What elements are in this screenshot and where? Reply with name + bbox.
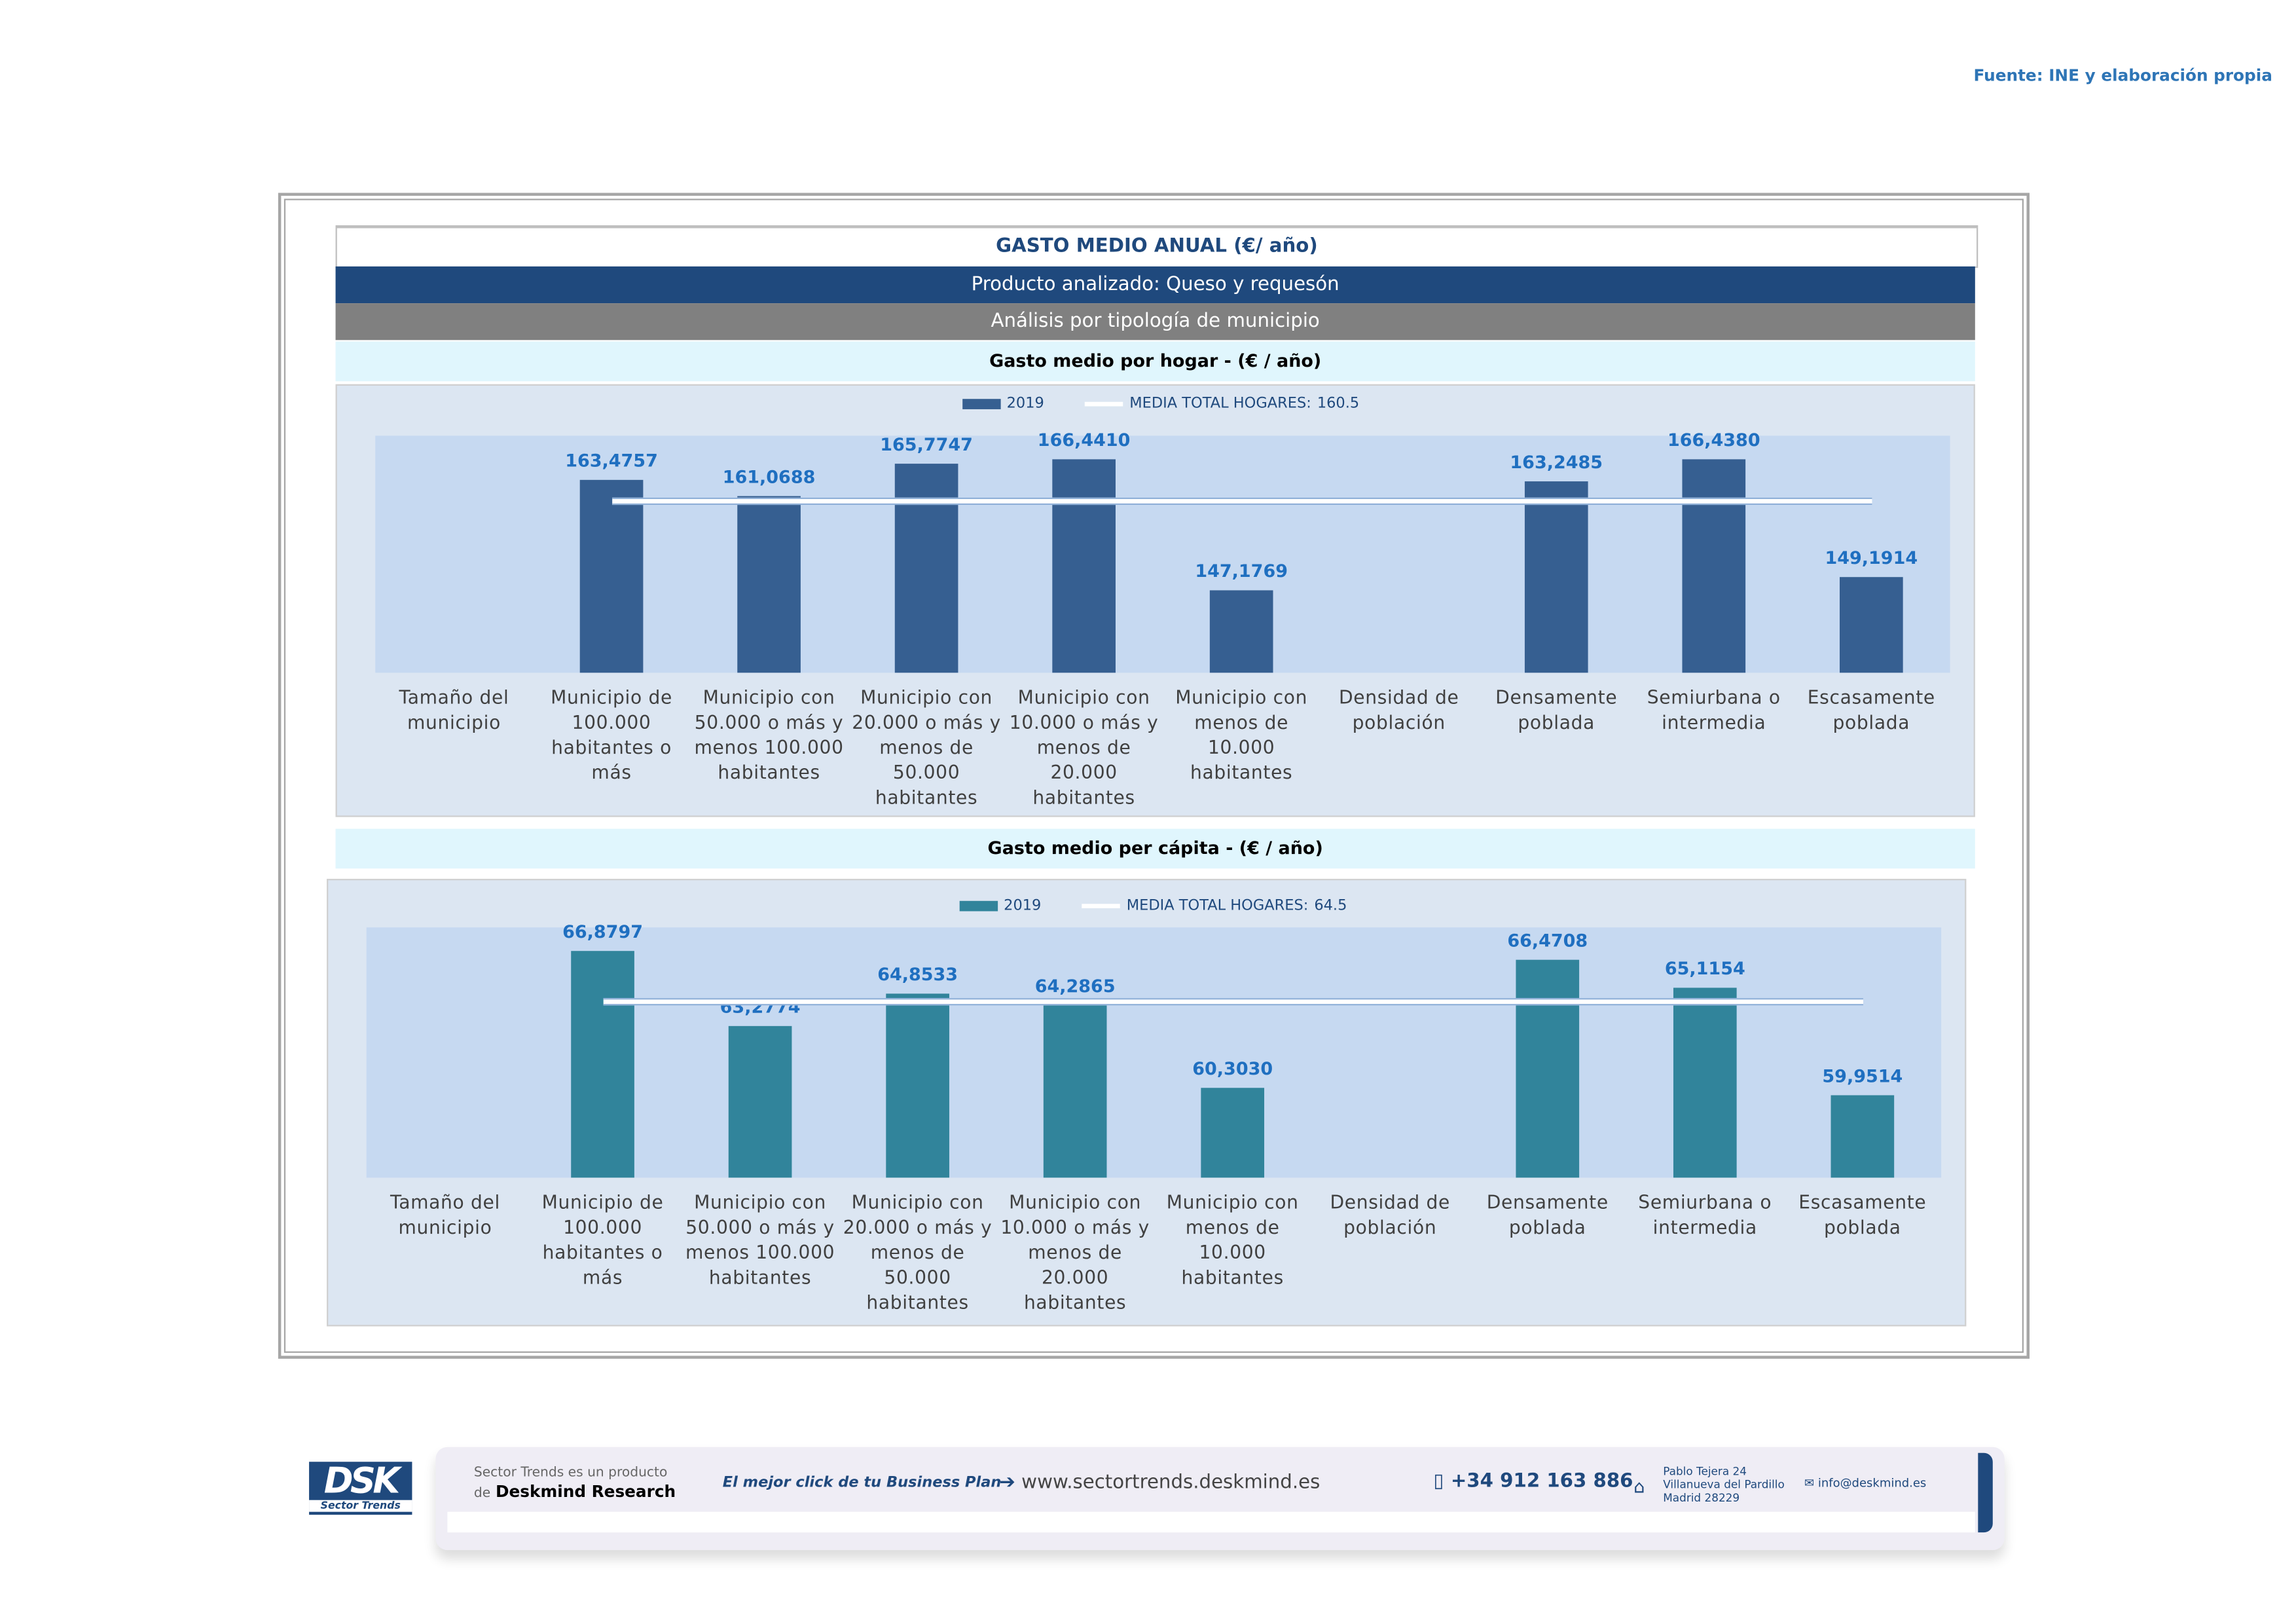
bar [1052,460,1116,673]
bar [894,464,958,673]
category-label: Municipio con menos de 10.000 habitantes [1166,1190,1299,1288]
logo-text: DSK [323,1460,400,1502]
bar [1673,987,1737,1178]
footer-brand: Deskmind Research [496,1482,676,1502]
footer-de: de [473,1486,491,1502]
category-label: Densidad de población [1338,686,1459,733]
category-label: Densamente poblada [1486,1190,1609,1238]
data-label: 161,0688 [722,466,816,488]
legend-mean-line [1085,401,1124,407]
data-label: 166,4380 [1667,430,1760,451]
footer-address: Pablo Tejera 24 Villanueva del Pardillo Ma… [1663,1465,1785,1505]
footer-product-line2: de Deskmind Research [474,1483,676,1502]
category-label: Municipio con 20.000 o más y menos de 50… [843,1190,993,1314]
bar [571,950,634,1178]
category-label: Municipio con 20.000 o más y menos de 50… [852,686,1001,809]
category-label: Tamaño del municipio [390,1190,501,1238]
analysis-banner: Análisis por tipología de municipio [335,303,1975,341]
report-title: GASTO MEDIO ANUAL (€/ año) [335,225,1978,268]
legend-swatch [962,399,1001,409]
mean-line [611,497,1872,505]
data-label: 163,4757 [565,450,658,471]
address-line: Villanueva del Pardillo [1663,1477,1785,1492]
category-label: Tamaño del municipio [399,686,509,733]
category-label: Escasamente poblada [1798,1190,1927,1238]
product-banner: Producto analizado: Queso y requesón [335,266,1975,304]
bar [1831,1095,1895,1178]
legend-swatch [959,900,998,912]
footer-phone[interactable]: ▯ +34 912 163 886 [1434,1471,1633,1493]
category-label: Municipio con 10.000 o más y menos de 20… [1000,1190,1150,1314]
data-label: 64,8533 [877,963,958,984]
bar [737,496,801,673]
footer-banner: Sector Trends es un producto de Deskmind… [435,1447,2005,1551]
source-note: Fuente: INE y elaboración propia [1973,66,2272,86]
legend-mean-line [1082,904,1121,909]
bar [1043,1005,1107,1178]
category-label: Municipio con 50.000 o más y menos 100.0… [685,1190,835,1288]
category-label: Densidad de población [1330,1190,1451,1238]
data-label: 163,2485 [1510,452,1603,473]
chart1-title: Gasto medio por hogar - (€ / año) [335,341,1975,382]
category-label: Municipio de 100.000 habitantes o más [551,686,672,783]
bar [1201,1088,1265,1178]
bar [1516,959,1580,1178]
footer-email[interactable]: ✉ info@deskmind.es [1804,1477,1926,1490]
footer-email-text: info@deskmind.es [1817,1476,1927,1490]
dsk-logo: DSK Sector Trends [309,1462,412,1515]
logo-subtitle: Sector Trends [309,1500,412,1512]
legend-series: 2019 [1004,898,1042,915]
footer-slogan: El mejor click de tu Business Plan [722,1475,1002,1492]
data-label: 66,8797 [562,921,643,942]
legend-mean-value: 64.5 [1314,898,1347,915]
address-line: Madrid 28229 [1663,1491,1740,1505]
footer-strip [447,1511,1975,1533]
footer-edge [1978,1452,1993,1533]
category-label: Semiurbana o intermedia [1647,686,1781,733]
phone-icon: ▯ [1433,1470,1451,1493]
bar [886,993,949,1178]
category-label: Municipio con 50.000 o más y menos 100.0… [694,686,844,783]
bar [1209,590,1273,673]
chart2-title: Gasto medio per cápita - (€ / año) [335,828,1975,869]
envelope-icon: ✉ [1804,1476,1818,1490]
bar [1524,481,1588,673]
data-label: 59,9514 [1822,1065,1903,1087]
bar [579,479,644,673]
category-label: Escasamente poblada [1807,686,1935,733]
report-frame [278,193,2030,1359]
legend-mean-value: 160.5 [1317,396,1360,413]
footer-website[interactable]: ➔ www.sectortrends.deskmind.es [999,1472,1320,1494]
category-label: Municipio de 100.000 habitantes o más [541,1190,664,1288]
data-label: 147,1769 [1195,561,1288,581]
footer-website-text: www.sectortrends.deskmind.es [1021,1472,1321,1494]
home-icon: ⌂ [1633,1476,1645,1498]
data-label: 165,7747 [880,435,973,456]
footer-product-line1: Sector Trends es un producto [473,1466,668,1481]
data-label: 166,4410 [1037,430,1131,451]
legend-series: 2019 [1006,396,1044,413]
mean-line [602,997,1863,1005]
legend-mean-label: MEDIA TOTAL HOGARES: [1129,396,1311,413]
data-label: 66,4708 [1507,929,1588,951]
bar [1682,460,1746,673]
data-label: 64,2865 [1034,975,1116,996]
category-label: Municipio con 10.000 o más y menos de 20… [1009,686,1159,809]
bar [728,1025,792,1178]
footer-phone-text: +34 912 163 886 [1450,1470,1633,1493]
arrow-right-icon: ➔ [999,1472,1022,1494]
category-label: Densamente poblada [1495,686,1618,733]
data-label: 60,3030 [1192,1058,1273,1079]
category-label: Semiurbana o intermedia [1638,1190,1772,1238]
data-label: 149,1914 [1825,547,1918,568]
chart1-legend: 2019 MEDIA TOTAL HOGARES: 160.5 [962,396,1360,413]
data-label: 65,1154 [1664,958,1745,979]
category-label: Municipio con menos de 10.000 habitantes [1175,686,1308,783]
bar [1840,576,1903,673]
legend-mean-label: MEDIA TOTAL HOGARES: [1126,898,1309,915]
chart2-legend: 2019 MEDIA TOTAL HOGARES: 64.5 [959,898,1347,915]
address-line: Pablo Tejera 24 [1663,1464,1747,1478]
